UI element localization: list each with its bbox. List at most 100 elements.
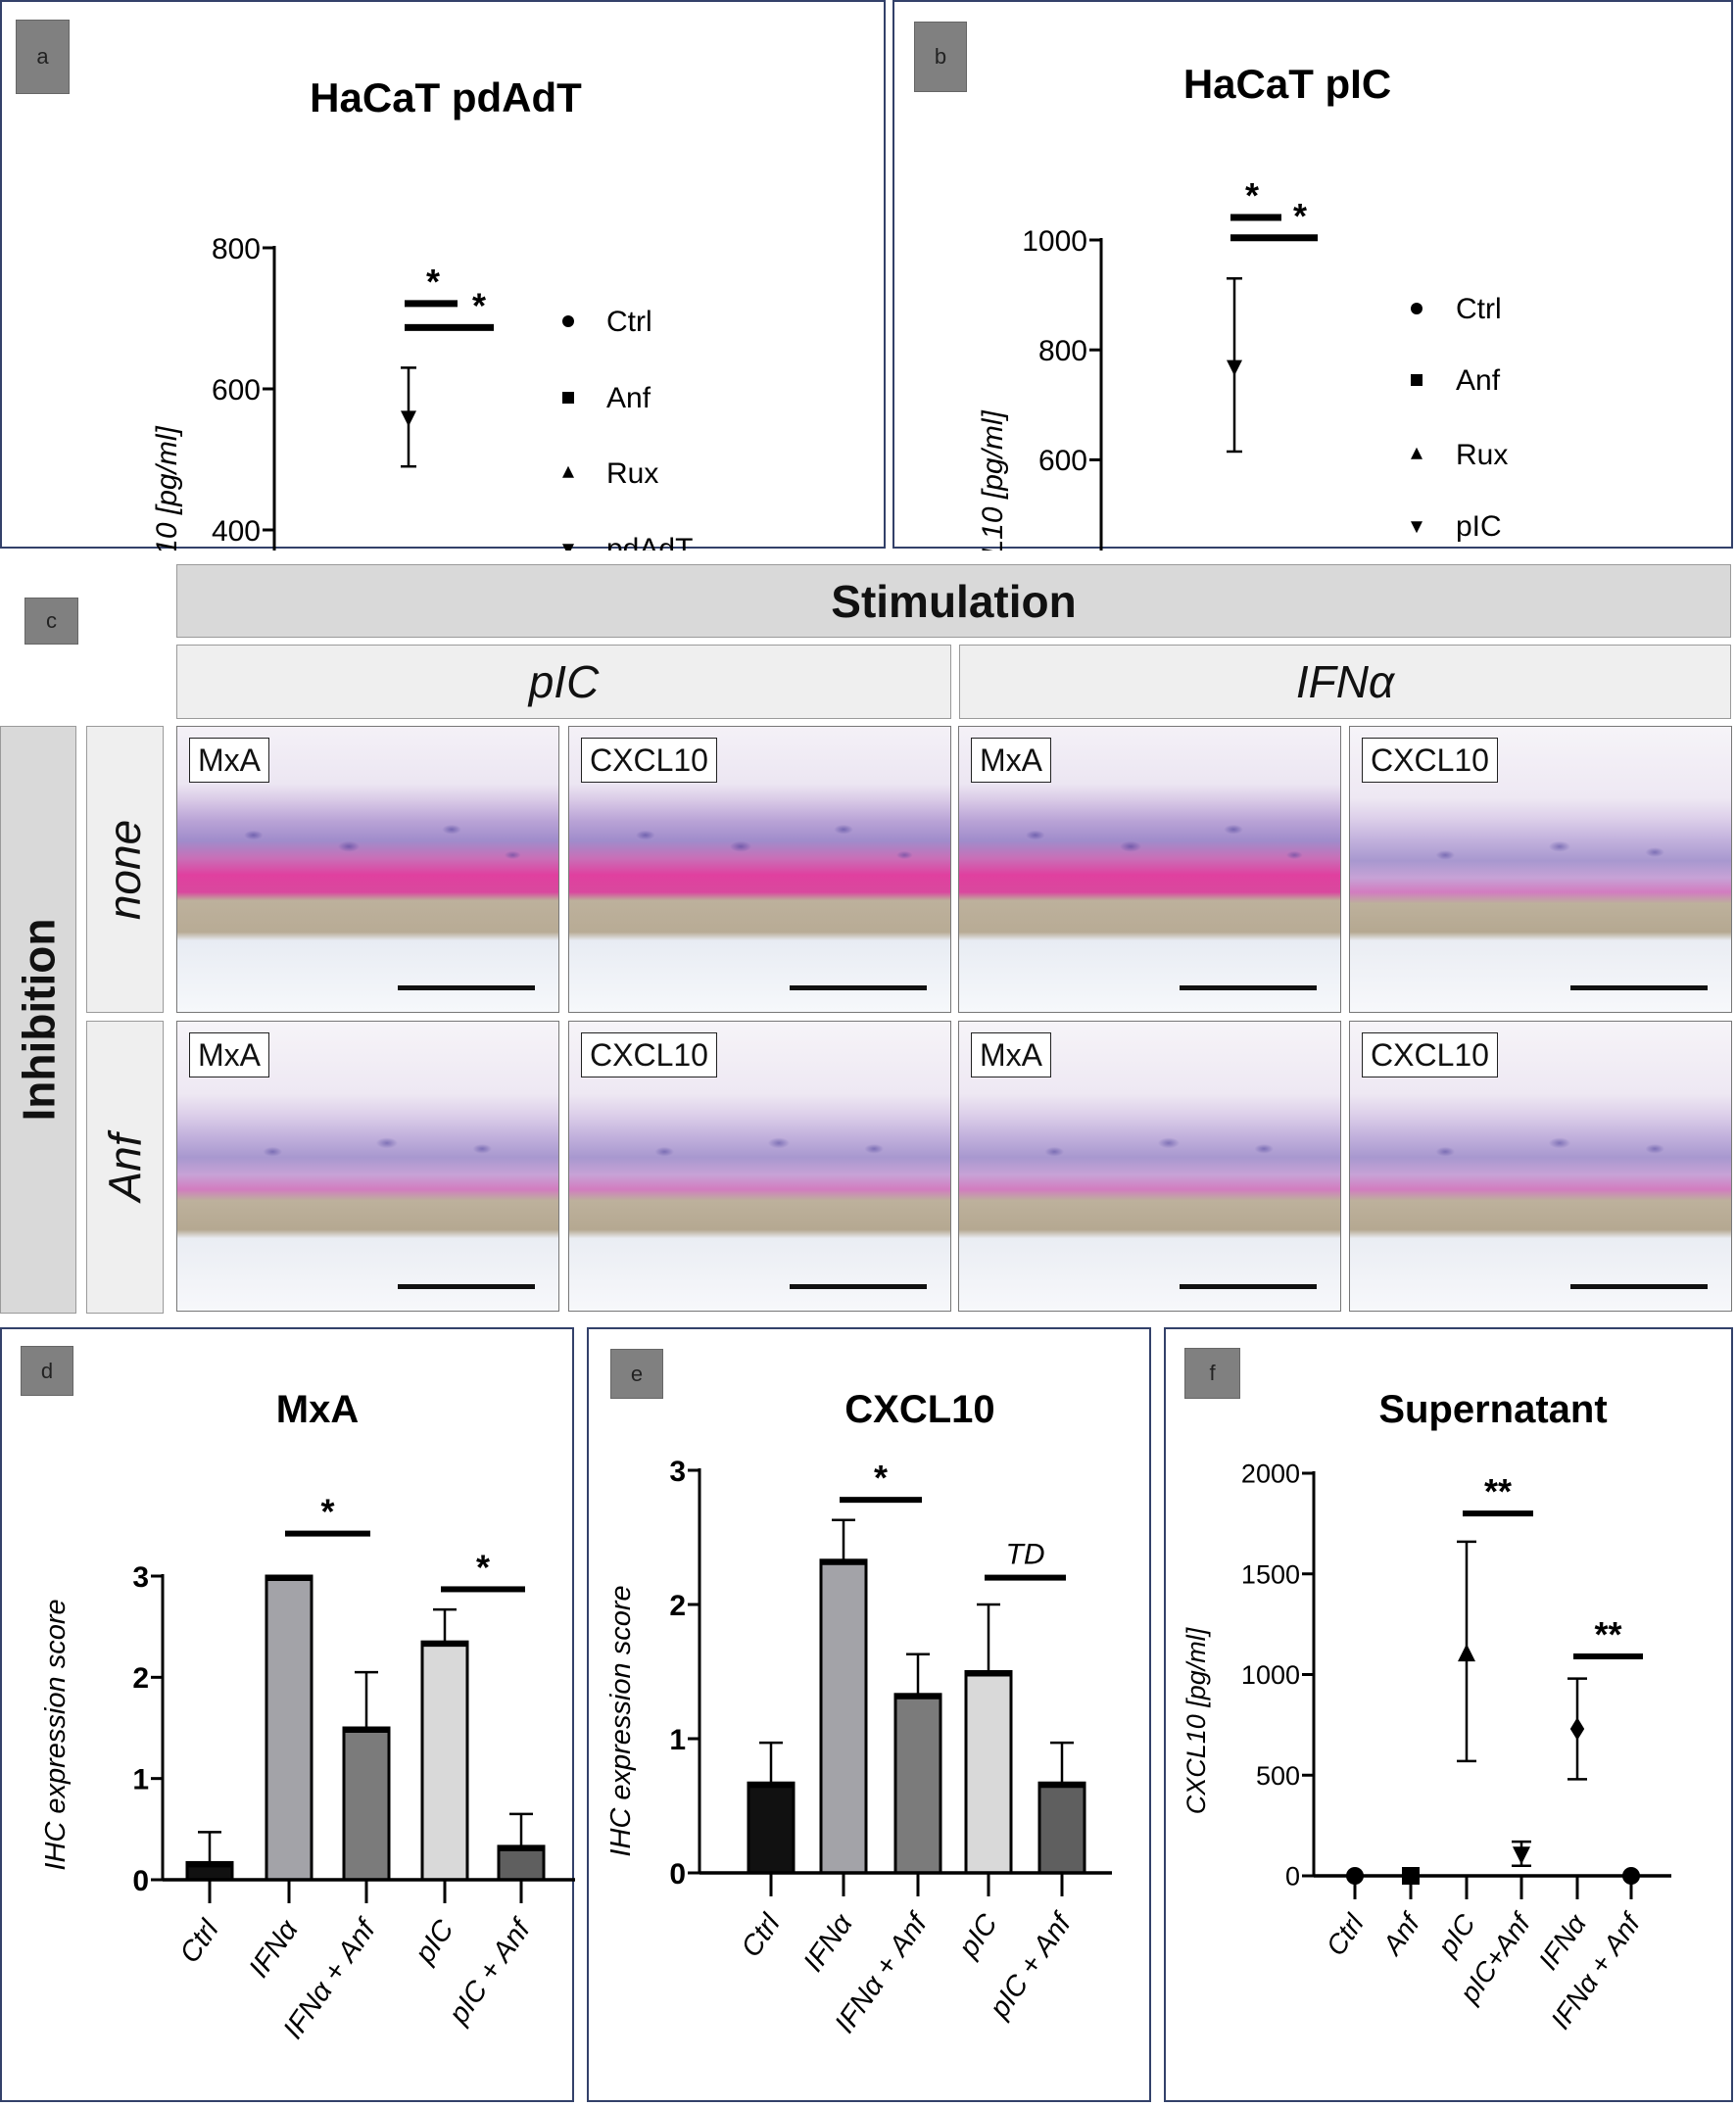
column-header-pic: pIC <box>176 645 951 719</box>
histology-image-none-ifna-mxa: MxA <box>958 726 1341 1013</box>
legend-label: Anf <box>606 382 651 414</box>
triangle-down-marker <box>401 410 416 427</box>
y-tick-label: 2 <box>669 1590 686 1622</box>
legend-label: Ctrl <box>1456 293 1502 325</box>
triangle-up-marker <box>562 465 574 478</box>
triangle-up-marker <box>1411 447 1423 459</box>
significance-bar <box>285 1530 370 1537</box>
panel-label-b: b <box>914 22 967 92</box>
row-header-none: none <box>86 726 164 1013</box>
significance-bar <box>985 1574 1066 1581</box>
x-tick-label: pIC <box>1431 1908 1481 1962</box>
column-header-ifna: IFNα <box>959 645 1731 719</box>
significance-label: * <box>874 1458 888 1498</box>
y-axis-label: IHC expression score <box>40 1599 72 1870</box>
chart-title: CXCL10 <box>844 1388 994 1431</box>
legend-label: pdAdT <box>606 533 693 551</box>
y-tick-label: 3 <box>132 1561 149 1594</box>
x-tick-label: Ctrl <box>1321 1908 1371 1961</box>
circle-marker <box>1346 1867 1364 1885</box>
x-tick-label: IFNα <box>797 1907 859 1977</box>
scale-bar <box>1570 1284 1708 1289</box>
scale-bar <box>398 985 535 990</box>
significance-label: * <box>1245 175 1259 215</box>
histology-image-none-pic-cxcl10: CXCL10 <box>568 726 951 1013</box>
x-tick-label: Anf <box>1375 1906 1426 1961</box>
square-marker <box>562 392 574 404</box>
y-tick-label: 1500 <box>1241 1559 1300 1589</box>
legend-label: Anf <box>1456 364 1501 397</box>
row-header-anf: Anf <box>86 1021 164 1314</box>
stain-label: MxA <box>189 738 269 783</box>
row-label-none: none <box>99 819 151 920</box>
inhibition-label: Inhibition <box>13 918 64 1122</box>
circle-marker <box>1622 1867 1640 1885</box>
significance-label: ** <box>1594 1614 1621 1654</box>
significance-bar <box>441 1586 525 1593</box>
stain-label: CXCL10 <box>581 1032 717 1077</box>
panel-label-f: f <box>1184 1348 1240 1399</box>
y-tick-label: 600 <box>1038 445 1087 477</box>
circle-marker <box>562 315 574 327</box>
significance-bar <box>405 300 458 308</box>
chart-supernatant: Supernatant CXCL10 [pg/ml] 0 500 1000 1500 200… <box>1181 1388 1671 2035</box>
legend-label: Rux <box>1456 439 1508 471</box>
bar <box>342 1726 391 1882</box>
scale-bar <box>398 1284 535 1289</box>
significance-bar <box>840 1497 922 1504</box>
significance-bar <box>1230 214 1281 221</box>
bar <box>497 1844 546 1882</box>
y-tick-label: 2 <box>132 1662 149 1695</box>
bar <box>893 1693 942 1875</box>
scale-bar <box>790 1284 927 1289</box>
chart-title: HaCaT pIC <box>1183 61 1391 107</box>
y-tick-label: 1 <box>132 1763 149 1796</box>
y-axis-label: CXCL10 [pg/ml] <box>977 409 1009 551</box>
y-axis-label: IHC expression score <box>605 1585 637 1856</box>
diamond-marker <box>1569 1717 1585 1741</box>
y-tick-label: 1000 <box>1241 1660 1300 1690</box>
panel-label-c: c <box>24 598 78 645</box>
triangle-down-marker <box>1513 1846 1530 1865</box>
histology-image-none-pic-mxa: MxA <box>176 726 559 1013</box>
significance-label: TD <box>1006 1539 1045 1571</box>
stain-label: MxA <box>189 1032 269 1077</box>
bar <box>819 1558 868 1875</box>
panel-label-e: e <box>610 1349 663 1399</box>
inhibition-header: Inhibition <box>0 726 76 1314</box>
y-tick-label: 1000 <box>1022 225 1087 258</box>
y-tick-label: 600 <box>212 374 261 407</box>
y-tick-label: 3 <box>669 1456 686 1488</box>
y-tick-label: 0 <box>1285 1862 1300 1892</box>
triangle-down-marker <box>562 544 574 551</box>
significance-bar <box>405 323 494 331</box>
square-marker <box>1411 374 1423 386</box>
x-tick-label: pIC + Anf <box>443 1912 539 2030</box>
stain-label: CXCL10 <box>1362 1032 1498 1077</box>
stain-label: MxA <box>971 738 1051 783</box>
chart-title: HaCaT pdAdT <box>310 74 582 120</box>
stain-label: CXCL10 <box>1362 738 1498 783</box>
significance-label: ** <box>1484 1471 1512 1511</box>
panel-label-a: a <box>16 20 70 94</box>
significance-bar <box>1463 1510 1533 1517</box>
bar <box>964 1670 1013 1875</box>
bar <box>1037 1781 1086 1875</box>
significance-bar <box>1230 234 1318 242</box>
significance-label: * <box>426 262 440 302</box>
x-tick-label: IFNα <box>243 1913 305 1983</box>
legend-label: pIC <box>1456 510 1502 543</box>
bar <box>747 1781 796 1875</box>
scale-bar <box>1180 985 1317 990</box>
scale-bar <box>1180 1284 1317 1289</box>
legend-label: Rux <box>606 457 658 490</box>
y-tick-label: 400 <box>212 515 261 548</box>
y-tick-label: 2000 <box>1241 1460 1300 1489</box>
